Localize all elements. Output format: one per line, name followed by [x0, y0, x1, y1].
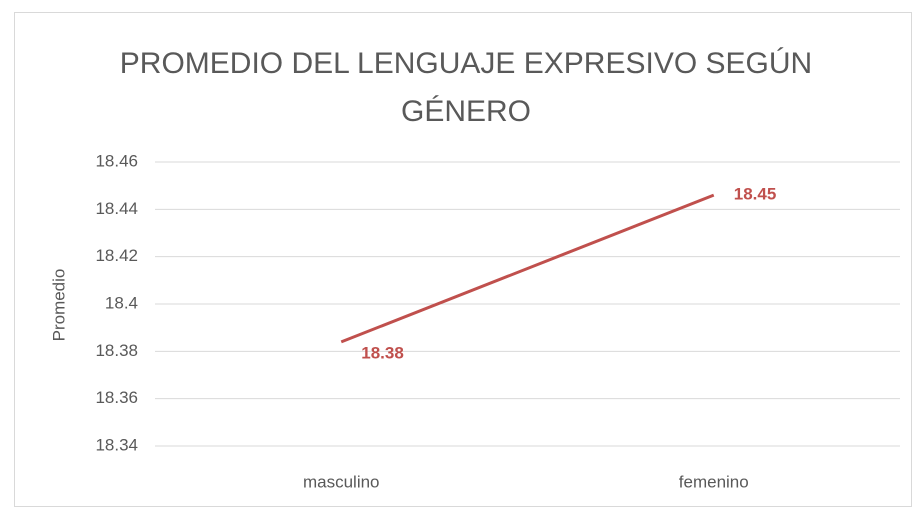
y-tick-label: 18.4	[105, 293, 138, 312]
y-tick-label: 18.36	[95, 388, 138, 407]
y-axis-label: Promedio	[49, 269, 68, 342]
chart-title: PROMEDIO DEL LENGUAJE EXPRESIVO SEGÚN GÉ…	[119, 47, 813, 128]
y-tick-label: 18.34	[95, 435, 138, 454]
data-label: 18.45	[734, 185, 777, 204]
data-line	[340, 193, 715, 344]
x-tick-label: femenino	[679, 472, 749, 491]
x-tick-label: masculino	[303, 472, 380, 491]
y-tick-label: 18.46	[95, 151, 138, 170]
data-label: 18.38	[361, 343, 404, 362]
y-tick-label: 18.42	[95, 246, 138, 265]
y-tick-label: 18.38	[95, 341, 138, 360]
y-tick-label: 18.44	[95, 199, 138, 218]
